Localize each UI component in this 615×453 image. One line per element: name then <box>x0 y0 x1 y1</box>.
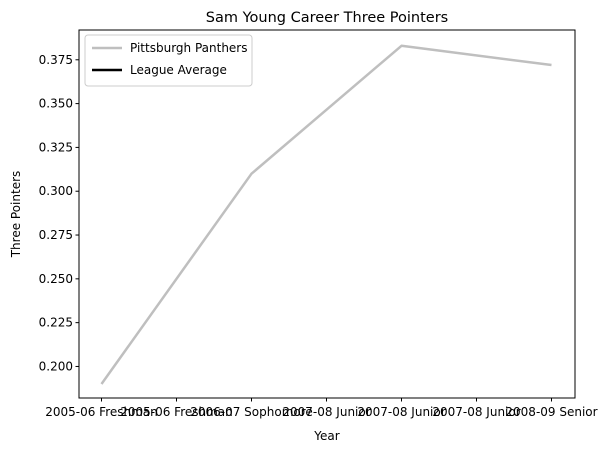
legend-label-pittsburgh-panthers: Pittsburgh Panthers <box>130 41 248 55</box>
legend: Pittsburgh Panthers League Average <box>84 34 253 87</box>
series-line-pittsburgh-panthers <box>100 44 552 385</box>
chart-title: Sam Young Career Three Pointers <box>206 10 448 26</box>
y-axis-ticks: 0.200 0.225 0.250 0.275 0.300 0.325 0.350 0.375 <box>39 53 79 373</box>
y-axis-label: Three Pointers <box>9 171 23 259</box>
y-tick-label: 0.200 <box>39 359 73 373</box>
y-tick-label: 0.250 <box>39 272 73 286</box>
x-tick-label: 2007-08 Junior <box>282 405 370 419</box>
legend-box <box>84 34 253 87</box>
y-tick-label: 0.225 <box>39 316 73 330</box>
x-tick-label: 2005-06 Freshman <box>120 405 233 419</box>
y-tick-label: 0.325 <box>39 140 73 154</box>
x-axis-label: Year <box>313 429 339 443</box>
y-tick-label: 0.375 <box>39 53 73 67</box>
x-tick-label: 2007-08 Junior <box>432 405 520 419</box>
y-tick-label: 0.275 <box>39 228 73 242</box>
legend-label-league-average: League Average <box>130 63 227 77</box>
y-tick-label: 0.300 <box>39 184 73 198</box>
plot-frame <box>78 29 576 399</box>
x-tick-label: 2005-06 Freshman <box>45 405 158 419</box>
x-tick-label: 2007-08 Junior <box>357 405 445 419</box>
x-tick-label: 2008-09 Senior <box>505 405 597 419</box>
y-tick-label: 0.350 <box>39 97 73 111</box>
series-layer <box>100 44 552 385</box>
x-tick-label: 2006-07 Sophomore <box>190 405 313 419</box>
